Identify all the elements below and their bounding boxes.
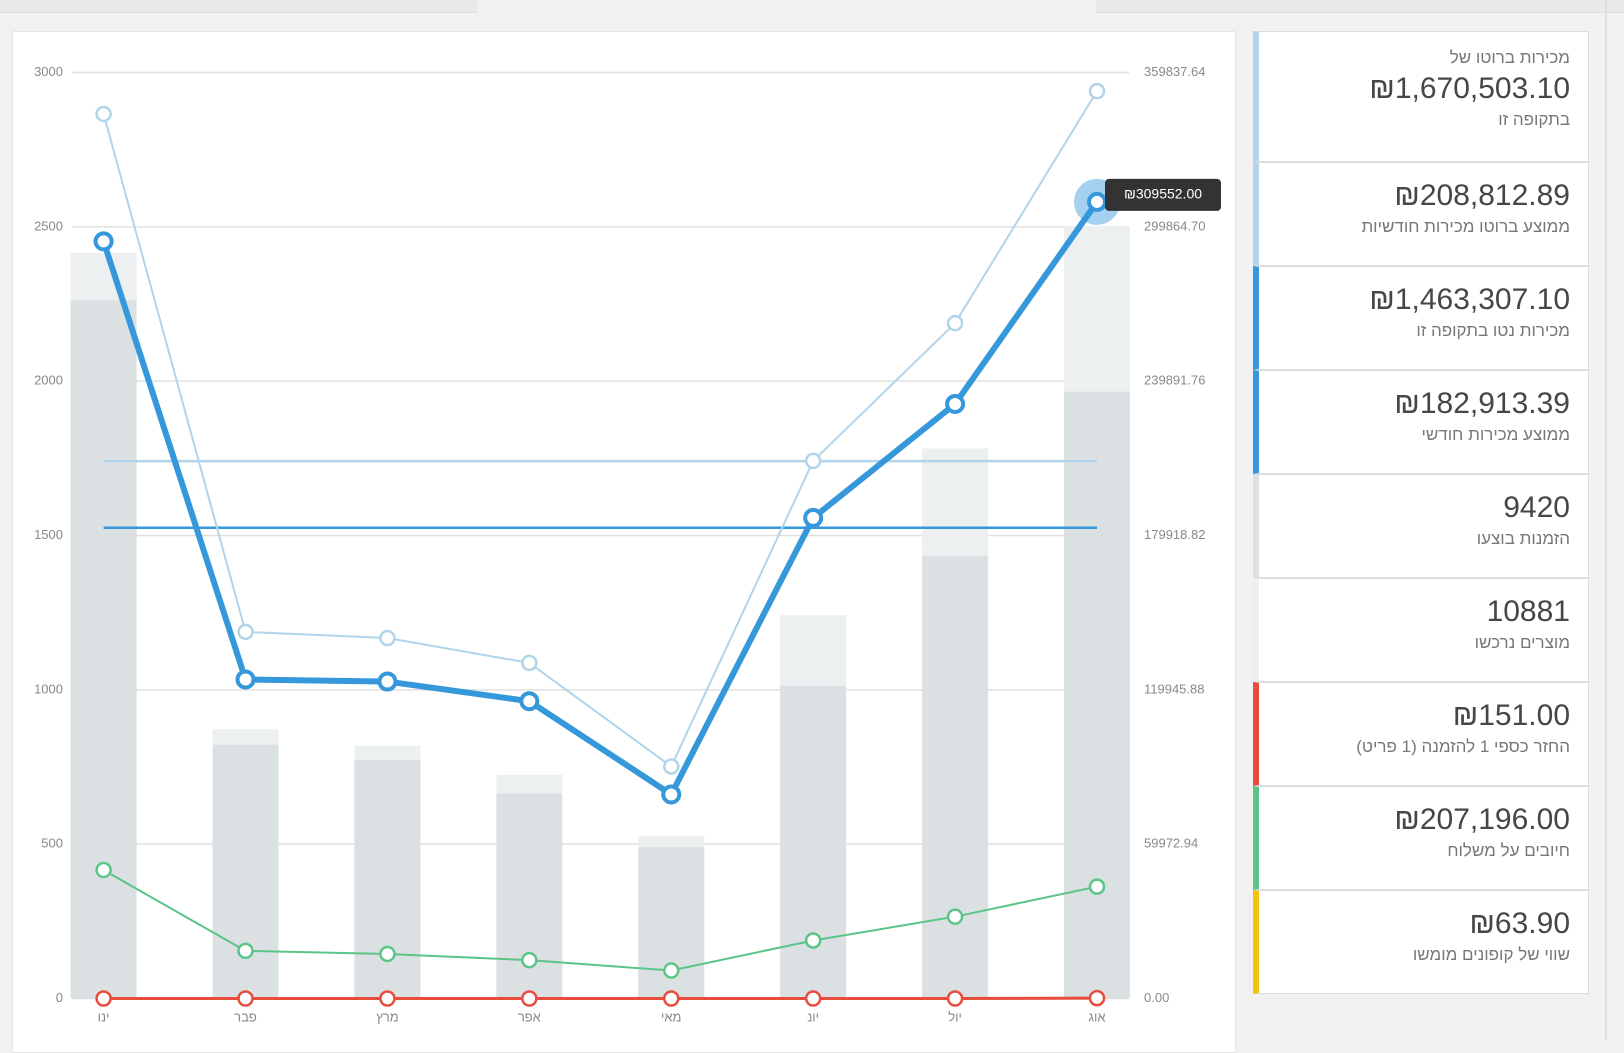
- point: [380, 947, 394, 961]
- x-tick-label: ינו: [98, 1009, 110, 1024]
- y-tick-label: 1500: [34, 527, 63, 542]
- x-tick-label: יונ: [807, 1009, 819, 1024]
- legend-value: ₪208,812.89: [1269, 177, 1570, 215]
- y2-tick-label: 0.00: [1144, 990, 1169, 1005]
- y-tick-label: 1000: [34, 681, 63, 696]
- legend-label: ממוצע ברוטו מכירות חודשיות: [1269, 215, 1570, 239]
- bar: [922, 556, 988, 998]
- y2-tick-label: 119945.88: [1144, 681, 1205, 696]
- point: [664, 992, 678, 1006]
- point: [948, 910, 962, 924]
- y-tick-label: 2500: [34, 218, 63, 233]
- legend-label: הזמנות בוצעו: [1269, 527, 1570, 551]
- point: [239, 992, 253, 1006]
- legend-value: 9420: [1269, 489, 1570, 527]
- point: [379, 674, 395, 690]
- y2-tick-label: 239891.76: [1144, 373, 1205, 388]
- x-tick-label: יול: [948, 1009, 962, 1024]
- legend-label: מכירות נטו בתקופה זו: [1269, 319, 1570, 343]
- point: [239, 944, 253, 958]
- legend-value: ₪151.00: [1269, 697, 1570, 735]
- legend-value: ₪1,670,503.10: [1269, 70, 1570, 108]
- point: [97, 992, 111, 1006]
- legend-label: החזר כספי 1 להזמנה (1 פריט): [1269, 735, 1570, 759]
- x-tick-label: אוג: [1088, 1009, 1105, 1024]
- point: [806, 933, 820, 947]
- point: [97, 107, 111, 121]
- point: [238, 671, 254, 687]
- point: [522, 953, 536, 967]
- x-tick-label: מאי: [661, 1009, 681, 1024]
- y-tick-label: 3000: [34, 64, 63, 79]
- chart: 0 500 1000 1500 2000 2500 3000 0.00 59972.94 1199…: [0, 0, 1240, 1040]
- point: [380, 631, 394, 645]
- point: [947, 396, 963, 412]
- point: [948, 992, 962, 1006]
- bar: [71, 300, 137, 998]
- legend-value: ₪1,463,307.10: [1269, 281, 1570, 319]
- legend-label: מוצרים נרכשו: [1269, 631, 1570, 655]
- point: [805, 510, 821, 526]
- point: [1090, 991, 1104, 1005]
- legend-label: ממוצע מכירות חודשי: [1269, 423, 1570, 447]
- y2-tick-label: 299864.70: [1144, 218, 1205, 233]
- bar: [1064, 392, 1130, 999]
- y2-tick-label: 59972.94: [1144, 836, 1198, 851]
- legend-value: ₪182,913.39: [1269, 385, 1570, 423]
- x-tick-label: אפר: [518, 1009, 541, 1024]
- point: [96, 233, 112, 249]
- point: [1089, 194, 1105, 210]
- y-tick-label: 500: [41, 836, 63, 851]
- point: [97, 863, 111, 877]
- point: [664, 759, 678, 773]
- point: [380, 992, 394, 1006]
- legend-value: 10881: [1269, 593, 1570, 631]
- legend-title: מכירות ברוטו של: [1269, 46, 1570, 70]
- bar: [354, 760, 420, 998]
- point: [1090, 880, 1104, 894]
- point: [948, 316, 962, 330]
- bar: [780, 686, 846, 999]
- bar: [213, 745, 279, 999]
- point: [521, 693, 537, 709]
- x-tick-label: מרץ: [376, 1009, 398, 1024]
- x-tick-label: פבר: [234, 1009, 257, 1024]
- point: [806, 454, 820, 468]
- tooltip: ₪309552.00: [1105, 179, 1221, 211]
- y2-tick-label: 359837.64: [1144, 64, 1205, 79]
- legend-label: בתקופה זו: [1269, 108, 1570, 132]
- legend-label: שווי של קופונים מומשו: [1269, 943, 1570, 967]
- y2-tick-label: 179918.82: [1144, 527, 1205, 542]
- point: [1090, 84, 1104, 98]
- point: [806, 992, 820, 1006]
- point: [663, 786, 679, 802]
- tooltip-text: ₪309552.00: [1124, 186, 1202, 202]
- legend-label: חיובים על משלוח: [1269, 839, 1570, 863]
- point: [664, 964, 678, 978]
- point: [522, 992, 536, 1006]
- y-tick-label: 2000: [34, 373, 63, 388]
- legend-value: ₪63.90: [1269, 905, 1570, 943]
- point: [522, 656, 536, 670]
- y-tick-label: 0: [56, 990, 63, 1005]
- legend-value: ₪207,196.00: [1269, 801, 1570, 839]
- point: [239, 625, 253, 639]
- scroll-edge: [1605, 0, 1607, 1040]
